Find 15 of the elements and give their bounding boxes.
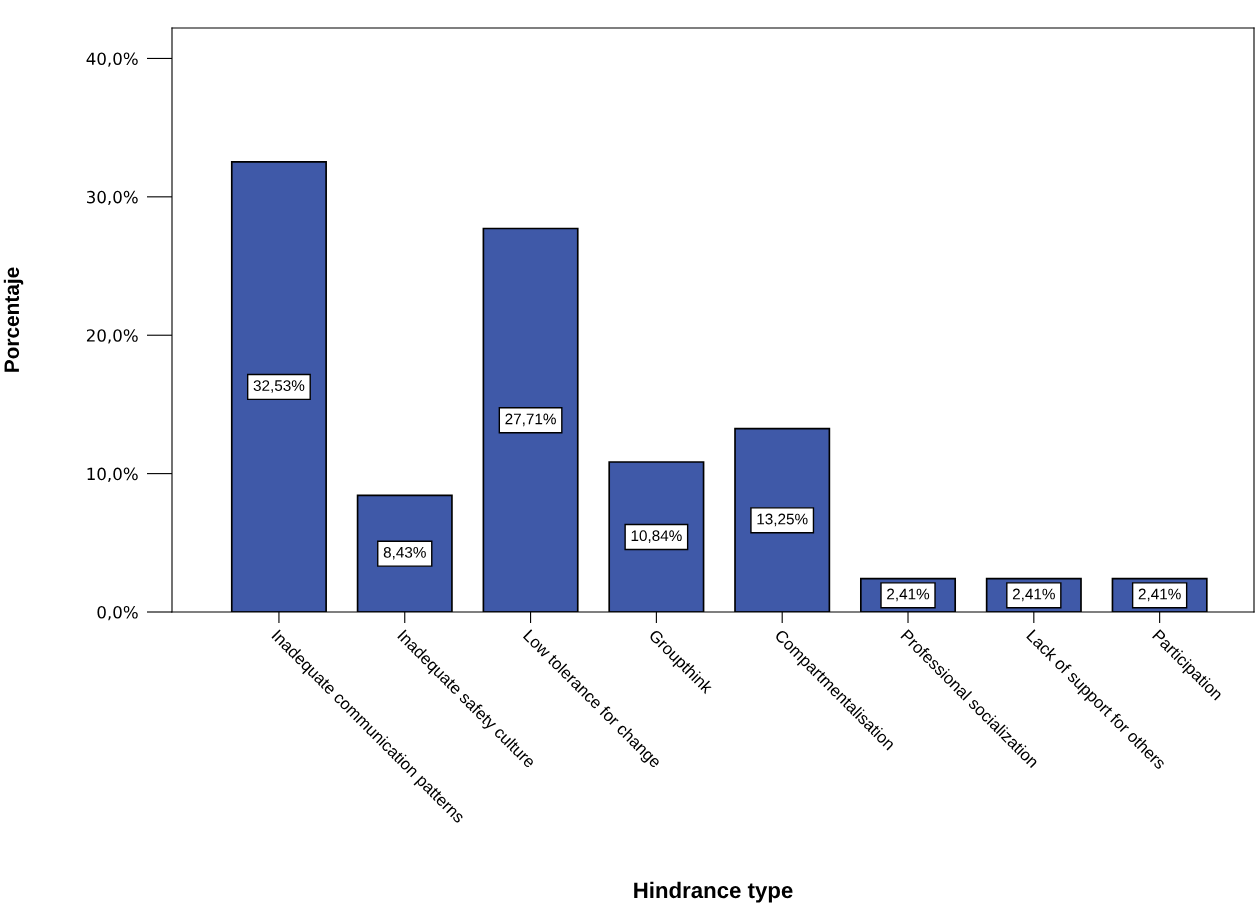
y-tick-label: 40,0%: [86, 52, 138, 67]
y-tick-label: 20,0%: [86, 329, 138, 344]
y-tick-label: 30,0%: [86, 190, 138, 206]
data-label: 2,41%: [1012, 588, 1055, 602]
data-label: 27,71%: [505, 413, 556, 427]
x-axis-title: Hindrance type: [634, 881, 793, 903]
data-label: 2,41%: [1138, 588, 1181, 602]
data-label: 10,84%: [631, 530, 682, 543]
y-tick-label: 0,0%: [97, 605, 138, 621]
data-label: 8,43%: [383, 546, 426, 560]
y-tick-label: 10,0%: [87, 467, 138, 482]
y-axis-title: Porcentaje: [3, 267, 24, 372]
data-label: 2,41%: [887, 588, 930, 602]
data-label: 32,53%: [253, 380, 305, 393]
data-label: 13,25%: [757, 513, 808, 527]
